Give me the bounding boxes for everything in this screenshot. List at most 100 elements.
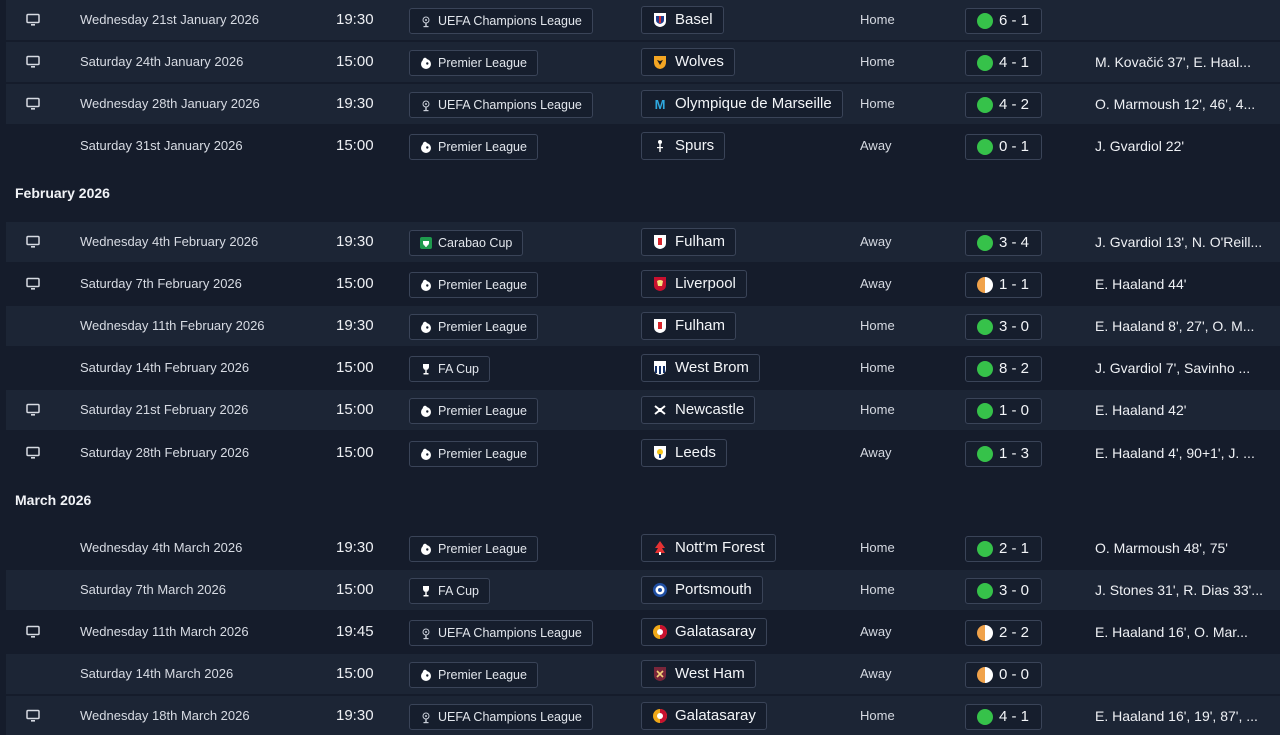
result-chip[interactable]: 6 - 1	[965, 8, 1043, 34]
competition-chip[interactable]: UEFA Champions League	[409, 704, 593, 730]
premier-league-icon	[421, 669, 431, 681]
opponent-chip[interactable]: Leeds	[641, 439, 727, 467]
opponent-name: Basel	[675, 11, 713, 28]
fixture-date: Saturday 31st January 2026	[80, 138, 243, 153]
kickoff-time: 15:00	[336, 137, 374, 154]
opponent-chip[interactable]: Wolves	[641, 48, 735, 76]
competition-chip[interactable]: Premier League	[409, 134, 538, 160]
fixture-row[interactable]: Wednesday 21st January 2026 19:30 UEFA C…	[6, 0, 1280, 40]
match-score: 4 - 1	[999, 54, 1030, 71]
opponent-chip[interactable]: Spurs	[641, 132, 726, 160]
opponent-name: Portsmouth	[675, 581, 752, 598]
kickoff-time: 19:45	[336, 623, 374, 640]
goal-scorers: E. Haaland 4', 90+1', J. ...	[1095, 445, 1255, 461]
venue: Home	[860, 54, 895, 69]
competition-chip[interactable]: Premier League	[409, 398, 538, 424]
goal-scorers: O. Marmoush 48', 75'	[1095, 540, 1228, 556]
fixture-row[interactable]: Saturday 7th March 2026 15:00 FA Cup Por…	[6, 570, 1280, 610]
result-chip[interactable]: 8 - 2	[965, 356, 1043, 382]
opponent-name: Spurs	[675, 137, 715, 154]
match-score: 4 - 2	[999, 96, 1030, 113]
result-chip[interactable]: 4 - 1	[965, 704, 1043, 730]
premier-league-icon	[421, 57, 431, 69]
fixture-row[interactable]: Saturday 21st February 2026 15:00 Premie…	[6, 390, 1280, 430]
opponent-chip[interactable]: Galatasaray	[641, 702, 767, 730]
opponent-chip[interactable]: M Olympique de Marseille	[641, 90, 843, 118]
premier-league-icon	[421, 141, 431, 153]
competition-chip[interactable]: Premier League	[409, 441, 538, 467]
opponent-chip[interactable]: Nott'm Forest	[641, 534, 776, 562]
leeds-badge-icon	[654, 446, 666, 460]
competition-chip[interactable]: Premier League	[409, 536, 538, 562]
result-chip[interactable]: 0 - 0	[965, 662, 1043, 688]
competition-chip[interactable]: Premier League	[409, 662, 538, 688]
fixture-row[interactable]: Saturday 28th February 2026 15:00 Premie…	[6, 433, 1280, 473]
opponent-chip[interactable]: Newcastle	[641, 396, 756, 424]
ucl-icon	[422, 628, 430, 640]
kickoff-time: 19:30	[336, 11, 374, 28]
venue: Home	[860, 360, 895, 375]
fixture-date: Wednesday 4th February 2026	[80, 234, 259, 249]
opponent-chip[interactable]: West Brom	[641, 354, 760, 382]
opponent-chip[interactable]: West Ham	[641, 660, 756, 688]
result-chip[interactable]: 2 - 1	[965, 536, 1043, 562]
competition-chip[interactable]: UEFA Champions League	[409, 92, 593, 118]
fixture-row[interactable]: Saturday 24th January 2026 15:00 Premier…	[6, 42, 1280, 82]
competition-chip[interactable]: Premier League	[409, 314, 538, 340]
fixture-row[interactable]: Wednesday 11th February 2026 19:30 Premi…	[6, 306, 1280, 346]
west-brom-badge-icon	[654, 361, 666, 375]
kickoff-time: 19:30	[336, 539, 374, 556]
fixture-row[interactable]: Saturday 31st January 2026 15:00 Premier…	[6, 126, 1280, 166]
liverpool-badge-icon	[654, 277, 666, 291]
venue: Away	[860, 234, 892, 249]
competition-chip[interactable]: UEFA Champions League	[409, 620, 593, 646]
fixture-date: Saturday 7th February 2026	[80, 276, 242, 291]
galatasaray-badge-icon	[653, 625, 667, 639]
opponent-name: Nott'm Forest	[675, 539, 765, 556]
opponent-chip[interactable]: Basel	[641, 6, 724, 34]
result-chip[interactable]: 4 - 1	[965, 50, 1043, 76]
result-chip[interactable]: 3 - 0	[965, 314, 1043, 340]
fixture-row[interactable]: Saturday 14th February 2026 15:00 FA Cup…	[6, 348, 1280, 388]
kickoff-time: 15:00	[336, 581, 374, 598]
result-chip[interactable]: 0 - 1	[965, 134, 1043, 160]
fixture-row[interactable]: Wednesday 18th March 2026 19:30 UEFA Cha…	[6, 696, 1280, 735]
fixture-row[interactable]: Wednesday 11th March 2026 19:45 UEFA Cha…	[6, 612, 1280, 652]
competition-chip[interactable]: Premier League	[409, 50, 538, 76]
result-chip[interactable]: 2 - 2	[965, 620, 1043, 646]
competition-name: Premier League	[438, 404, 527, 418]
venue: Away	[860, 624, 892, 639]
kickoff-time: 19:30	[336, 233, 374, 250]
result-chip[interactable]: 3 - 0	[965, 578, 1043, 604]
result-chip[interactable]: 1 - 0	[965, 398, 1043, 424]
fixture-row[interactable]: Wednesday 28th January 2026 19:30 UEFA C…	[6, 84, 1280, 124]
fixture-date: Saturday 14th March 2026	[80, 666, 234, 681]
opponent-chip[interactable]: Fulham	[641, 228, 737, 256]
fixture-row[interactable]: Wednesday 4th March 2026 19:30 Premier L…	[6, 528, 1280, 568]
win-indicator-icon	[977, 709, 993, 725]
opponent-chip[interactable]: Liverpool	[641, 270, 747, 298]
match-score: 8 - 2	[999, 360, 1030, 377]
competition-chip[interactable]: UEFA Champions League	[409, 8, 593, 34]
competition-name: Premier League	[438, 447, 527, 461]
opponent-name: Olympique de Marseille	[675, 95, 832, 112]
competition-chip[interactable]: FA Cup	[409, 356, 490, 382]
result-chip[interactable]: 4 - 2	[965, 92, 1043, 118]
goal-scorers: J. Gvardiol 13', N. O'Reill...	[1095, 234, 1263, 250]
kickoff-time: 15:00	[336, 359, 374, 376]
result-chip[interactable]: 3 - 4	[965, 230, 1043, 256]
opponent-chip[interactable]: Fulham	[641, 312, 737, 340]
opponent-chip[interactable]: Portsmouth	[641, 576, 763, 604]
fixture-row[interactable]: Wednesday 4th February 2026 19:30 Caraba…	[6, 222, 1280, 262]
fixture-row[interactable]: Saturday 14th March 2026 15:00 Premier L…	[6, 654, 1280, 694]
result-chip[interactable]: 1 - 3	[965, 441, 1043, 467]
result-chip[interactable]: 1 - 1	[965, 272, 1043, 298]
win-indicator-icon	[977, 235, 993, 251]
competition-chip[interactable]: Carabao Cup	[409, 230, 524, 256]
opponent-chip[interactable]: Galatasaray	[641, 618, 767, 646]
competition-chip[interactable]: Premier League	[409, 272, 538, 298]
fixture-date: Wednesday 28th January 2026	[80, 96, 260, 111]
fixture-row[interactable]: Saturday 7th February 2026 15:00 Premier…	[6, 264, 1280, 304]
competition-chip[interactable]: FA Cup	[409, 578, 490, 604]
